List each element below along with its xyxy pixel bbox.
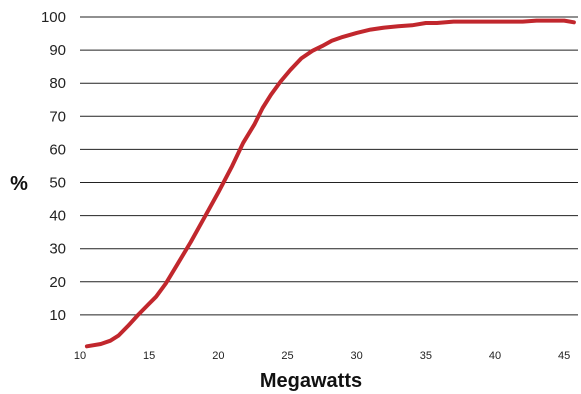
x-tick-label: 25: [281, 350, 293, 362]
y-tick-label: 30: [49, 241, 66, 258]
x-tick-label: 35: [420, 350, 432, 362]
x-tick-label: 10: [74, 350, 86, 362]
x-tick-label: 15: [143, 350, 155, 362]
x-tick-label: 30: [351, 350, 363, 362]
y-tick-label: 90: [49, 42, 66, 59]
x-tick-label: 40: [489, 350, 501, 362]
series-lines: [84, 18, 576, 349]
y-tick-label: 80: [49, 75, 66, 92]
y-tick-labels: 10 20 30 40 50 60 70 80 90 100: [41, 9, 66, 324]
y-axis-label: %: [10, 173, 28, 195]
y-tick-label: 60: [49, 141, 66, 158]
x-tick-labels: 10 15 20 25 30 35 40 45: [74, 350, 570, 362]
y-tick-label: 40: [49, 208, 66, 225]
series-line-0: [84, 18, 576, 349]
y-tick-label: 10: [49, 307, 66, 324]
gridlines: [80, 16, 578, 316]
y-tick-label: 20: [49, 274, 66, 291]
x-tick-label: 20: [212, 350, 224, 362]
x-axis-label: Megawatts: [260, 370, 362, 392]
y-tick-label: 100: [41, 9, 66, 26]
y-tick-label: 70: [49, 108, 66, 125]
x-tick-label: 45: [558, 350, 570, 362]
y-tick-label: 50: [49, 175, 66, 192]
